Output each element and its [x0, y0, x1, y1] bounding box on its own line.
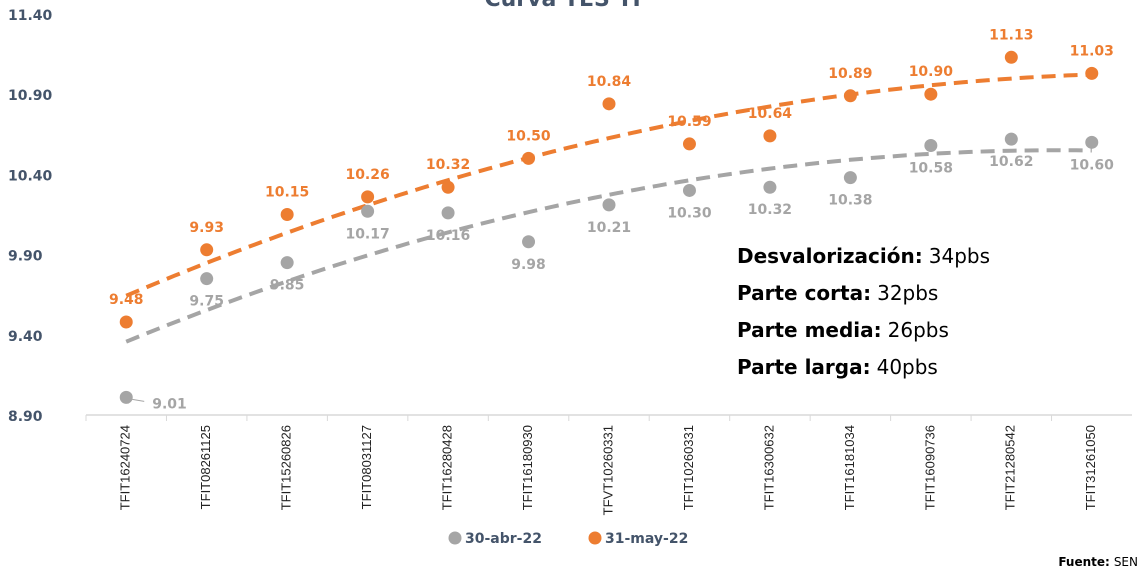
- data-label: 10.26: [345, 167, 389, 183]
- annotation-label: Parte corta:: [737, 281, 871, 305]
- data-point: [763, 180, 777, 194]
- data-label: 10.16: [426, 228, 470, 244]
- data-point: [1085, 135, 1099, 149]
- chart-title: Curva TES TF: [484, 0, 647, 12]
- legend-marker: [448, 531, 462, 545]
- annotation: Parte media: 26pbs: [737, 318, 949, 342]
- data-point: [441, 180, 455, 194]
- data-label: 10.84: [587, 74, 632, 90]
- data-label: 10.60: [1070, 157, 1115, 173]
- data-label: 9.75: [189, 294, 224, 310]
- data-point: [1004, 132, 1018, 146]
- legend-marker: [588, 531, 602, 545]
- y-tick-label: 9.90: [8, 249, 43, 265]
- source-label: Fuente:: [1058, 555, 1110, 569]
- data-label: 9.01: [152, 396, 187, 412]
- trend-line: [125, 72, 1092, 298]
- data-label: 10.59: [667, 114, 711, 130]
- data-label: 10.58: [909, 161, 953, 177]
- annotation-label: Parte media:: [737, 318, 882, 342]
- data-point: [1085, 66, 1099, 80]
- data-label: 10.30: [667, 205, 712, 221]
- x-tick-label: TFIT08261125: [198, 425, 213, 509]
- data-point: [522, 151, 536, 165]
- data-point: [200, 243, 214, 257]
- data-point: [843, 89, 857, 103]
- data-point: [361, 190, 375, 204]
- data-label: 11.13: [989, 27, 1033, 43]
- data-point: [522, 235, 536, 249]
- data-point: [280, 208, 294, 221]
- data-label: 10.17: [345, 226, 389, 242]
- data-point: [602, 198, 616, 212]
- data-label: 10.64: [748, 106, 793, 122]
- data-label: 10.50: [506, 128, 551, 144]
- data-point: [280, 256, 294, 270]
- data-label: 9.48: [109, 292, 144, 308]
- data-point: [200, 272, 214, 286]
- x-tick-label: TFIT31261050: [1083, 425, 1098, 510]
- x-tick-label: TFIT08031127: [359, 425, 374, 509]
- data-label: 10.15: [265, 185, 309, 201]
- data-label: 10.38: [828, 193, 872, 209]
- y-tick-label: 11.40: [8, 8, 53, 24]
- annotation-text: 26pbs: [888, 318, 949, 342]
- leader-line: [132, 398, 145, 402]
- data-point: [843, 171, 857, 185]
- x-tick-label: TFVT10260331: [600, 425, 615, 515]
- annotation-label: Desvalorización:: [737, 244, 923, 268]
- data-point: [119, 315, 133, 329]
- x-tick-label: TFIT16180930: [520, 425, 535, 510]
- data-label: 10.62: [989, 154, 1033, 170]
- data-point: [682, 183, 696, 197]
- x-tick-label: TFIT15260826: [279, 425, 294, 510]
- data-label: 9.85: [270, 278, 305, 294]
- x-tick-label: TFIT10260331: [681, 425, 696, 510]
- data-label: 9.93: [189, 220, 224, 236]
- data-point: [119, 390, 133, 404]
- x-tick-label: TFIT16090736: [922, 425, 937, 510]
- legend-label: 31-may-22: [605, 531, 688, 547]
- data-label: 11.03: [1070, 43, 1114, 59]
- data-point: [441, 206, 455, 220]
- data-label: 9.98: [511, 257, 546, 273]
- annotation-text: 34pbs: [929, 244, 990, 268]
- data-point: [1004, 50, 1018, 64]
- x-tick-label: TFIT16181034: [842, 425, 857, 510]
- data-point: [924, 87, 938, 101]
- source: Fuente: SEN: [1058, 555, 1138, 569]
- x-tick-label: TFIT16280428: [440, 425, 455, 510]
- y-tick-label: 8.90: [8, 409, 43, 425]
- y-tick-label: 10.40: [8, 168, 53, 184]
- annotation: Parte larga: 40pbs: [737, 355, 938, 379]
- data-point: [924, 139, 938, 153]
- data-label: 10.21: [587, 220, 631, 236]
- x-tick-label: TFIT16240724: [118, 425, 133, 510]
- annotation-text: 32pbs: [877, 281, 938, 305]
- y-tick-label: 9.40: [8, 329, 43, 345]
- data-label: 10.89: [828, 66, 872, 82]
- data-label: 10.32: [748, 202, 792, 218]
- data-point: [602, 97, 616, 111]
- x-tick-label: TFIT21280542: [1003, 425, 1018, 510]
- data-label: 10.90: [909, 64, 954, 80]
- data-point: [361, 204, 375, 218]
- annotation-text: 40pbs: [877, 355, 938, 379]
- annotation-label: Parte larga:: [737, 355, 871, 379]
- data-point: [682, 137, 696, 151]
- source-text: SEN: [1114, 555, 1138, 569]
- x-tick-label: TFIT16300632: [761, 425, 776, 510]
- annotation: Parte corta: 32pbs: [737, 281, 938, 305]
- legend-label: 30-abr-22: [465, 531, 542, 547]
- y-tick-label: 10.90: [8, 88, 53, 104]
- data-point: [763, 129, 777, 143]
- data-label: 10.32: [426, 157, 470, 173]
- annotation: Desvalorización: 34pbs: [737, 244, 990, 268]
